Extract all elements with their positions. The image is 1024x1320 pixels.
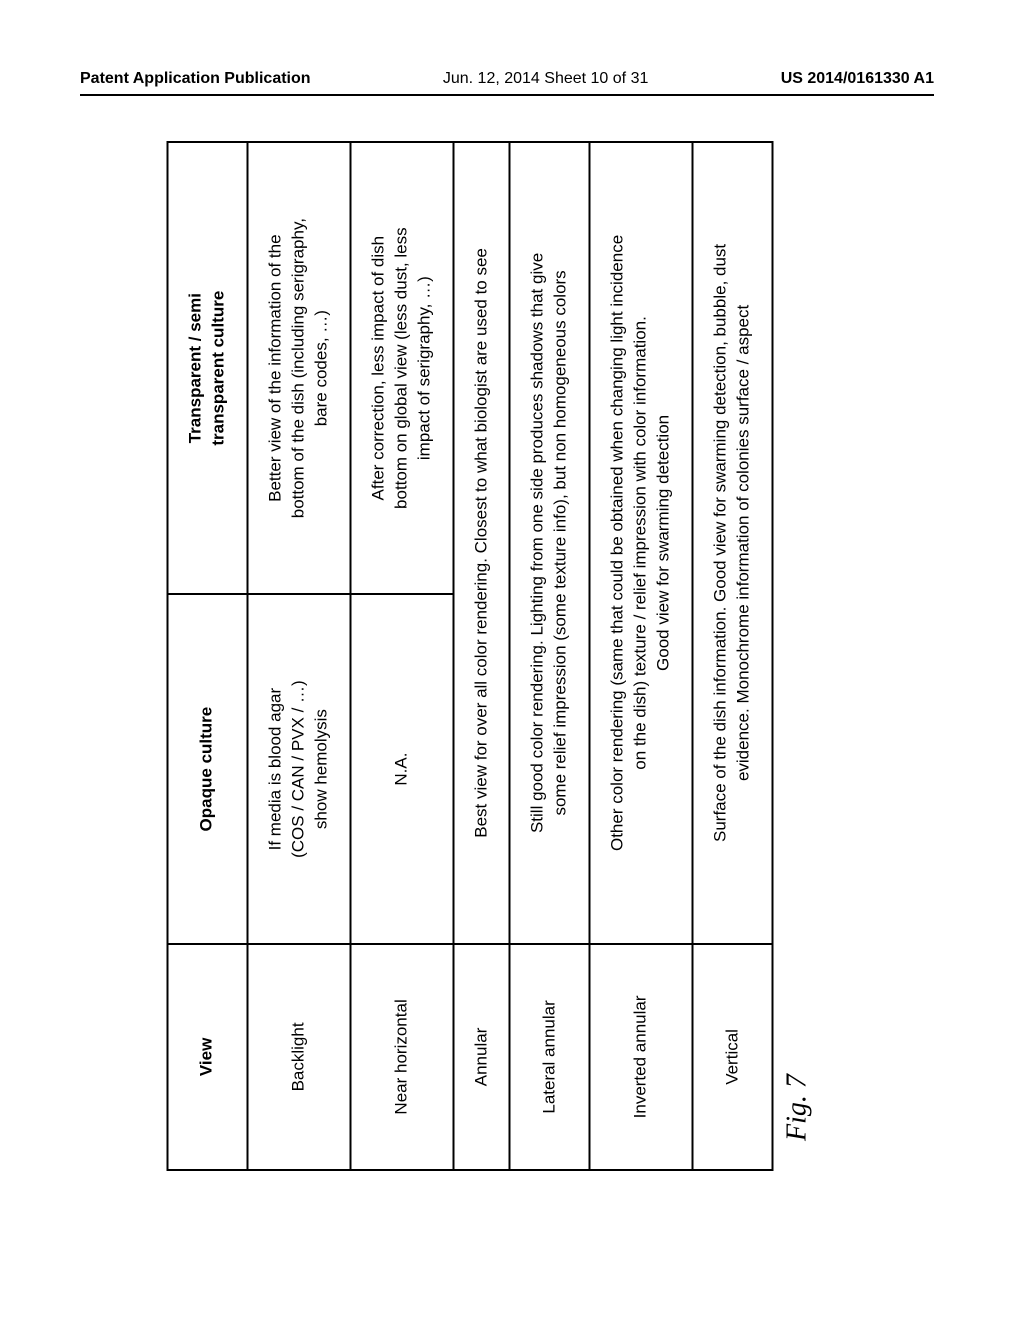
rotated-container: View Opaque culture Transparent / semitr…: [167, 141, 774, 1171]
table-row: Vertical Surface of the dish information…: [693, 142, 773, 1170]
view-table: View Opaque culture Transparent / semitr…: [167, 141, 774, 1171]
page: Patent Application Publication Jun. 12, …: [0, 0, 1024, 1320]
cell-view: Annular: [453, 944, 510, 1170]
table-row: Lateral annular Still good color renderi…: [510, 142, 590, 1170]
header-rule: [80, 94, 934, 96]
header-left: Patent Application Publication: [80, 70, 311, 88]
table-row: Near horizontal N.A. After correction, l…: [350, 142, 453, 1170]
cell-merged: Surface of the dish information. Good vi…: [693, 142, 773, 944]
col-transparent: Transparent / semitransparent culture: [168, 142, 248, 594]
cell-view: Vertical: [693, 944, 773, 1170]
page-header: Patent Application Publication Jun. 12, …: [80, 70, 934, 88]
table-row: Backlight If media is blood agar(COS / C…: [247, 142, 350, 1170]
cell-view: Lateral annular: [510, 944, 590, 1170]
header-center: Jun. 12, 2014 Sheet 10 of 31: [443, 70, 649, 88]
cell-view: Near horizontal: [350, 944, 453, 1170]
cell-merged: Other color rendering (same that could b…: [590, 142, 693, 944]
figure-area: View Opaque culture Transparent / semitr…: [80, 136, 934, 1186]
col-view: View: [168, 944, 248, 1170]
figure-label: Fig. 7: [782, 1074, 814, 1141]
cell-view: Inverted annular: [590, 944, 693, 1170]
header-right: US 2014/0161330 A1: [781, 70, 934, 88]
table-row: Annular Best view for over all color ren…: [453, 142, 510, 1170]
cell-view: Backlight: [247, 944, 350, 1170]
cell-opaque: N.A.: [350, 594, 453, 944]
cell-transparent: Better view of the information of thebot…: [247, 142, 350, 594]
cell-opaque: If media is blood agar(COS / CAN / PVX /…: [247, 594, 350, 944]
cell-merged: Best view for over all color rendering. …: [453, 142, 510, 944]
col-opaque: Opaque culture: [168, 594, 248, 944]
table-header-row: View Opaque culture Transparent / semitr…: [168, 142, 248, 1170]
cell-transparent: After correction, less impact of dishbot…: [350, 142, 453, 594]
cell-merged: Still good color rendering. Lighting fro…: [510, 142, 590, 944]
table-row: Inverted annular Other color rendering (…: [590, 142, 693, 1170]
